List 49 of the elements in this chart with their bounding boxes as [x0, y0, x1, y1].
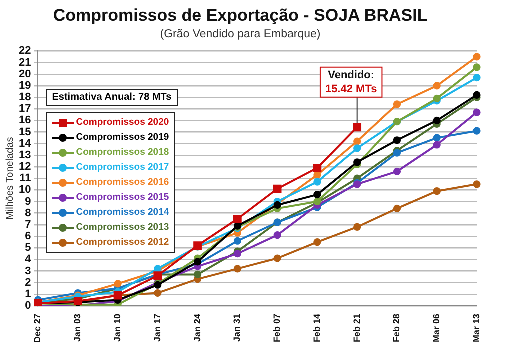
y-tick-label: 17	[18, 103, 32, 116]
y-tick-label: 18	[18, 92, 32, 104]
y-tick-label: 13	[18, 149, 32, 162]
y-tick-label: 19	[18, 80, 32, 92]
legend-label: Compromissos 2020	[76, 117, 170, 128]
x-tick-label: Jan 03	[72, 314, 83, 342]
y-axis-title: Milhões Toneladas	[4, 137, 16, 220]
y-tick-label: 21	[18, 56, 32, 69]
x-tick-label: Jan 10	[112, 314, 122, 342]
y-tick-label: 5	[25, 242, 32, 254]
annotation: Vendido: 15.42 MTs	[325, 69, 378, 96]
legend-label: Compromissos 2012	[76, 237, 170, 248]
y-tick-label: 6	[25, 230, 32, 243]
legend-label: Compromissos 2016	[76, 177, 170, 188]
legend-label: Compromissos 2015	[76, 192, 170, 204]
x-tick-label: Jan 31	[232, 314, 242, 342]
x-tick-label: Jan 24	[192, 314, 202, 342]
y-tick-label: 1	[25, 288, 32, 300]
y-tick-label: 8	[25, 207, 32, 220]
y-tick-label: 3	[25, 265, 32, 278]
y-tick-label: 16	[18, 114, 32, 127]
y-tick-label: 22	[18, 45, 32, 58]
y-tick-label: 9	[25, 196, 32, 208]
legend-label: Compromissos 2014	[76, 207, 170, 218]
legend-label: Compromissos 2017	[76, 162, 170, 174]
x-tick-label: Feb 14	[312, 314, 322, 342]
y-tick-label: 0	[25, 300, 32, 312]
y-tick-label: 7	[25, 218, 32, 231]
x-tick-label: Mar 06	[432, 314, 442, 343]
chart-subtitle: (Grão Vendido para Embarque)	[160, 28, 321, 40]
y-tick-label: 12	[18, 161, 32, 174]
x-tick-label: Mar 13	[471, 314, 482, 343]
x-tick-label: Feb 28	[392, 314, 402, 342]
y-tick-label: 10	[18, 184, 32, 196]
y-tick-label: 20	[18, 68, 32, 80]
annotation: Estimativa Anual: 78 MTs	[52, 92, 172, 104]
y-tick-label: 4	[25, 254, 32, 266]
x-tick-label: Dec 27	[32, 314, 43, 344]
chart-title: Compromissos de Exportação - SOJA BRASIL	[53, 6, 428, 25]
y-tick-label: 2	[25, 276, 32, 289]
legend-label: Compromissos 2013	[76, 222, 170, 234]
legend-label: Compromissos 2018	[76, 147, 170, 158]
y-tick-label: 15	[18, 126, 32, 138]
x-tick-label: Feb 21	[352, 314, 362, 342]
legend-label: Compromissos 2019	[76, 132, 170, 144]
x-tick-label: Feb 07	[272, 314, 282, 342]
y-tick-label: 11	[20, 172, 32, 185]
y-tick-label: 14	[18, 138, 32, 150]
x-tick-label: Jan 17	[152, 314, 162, 342]
